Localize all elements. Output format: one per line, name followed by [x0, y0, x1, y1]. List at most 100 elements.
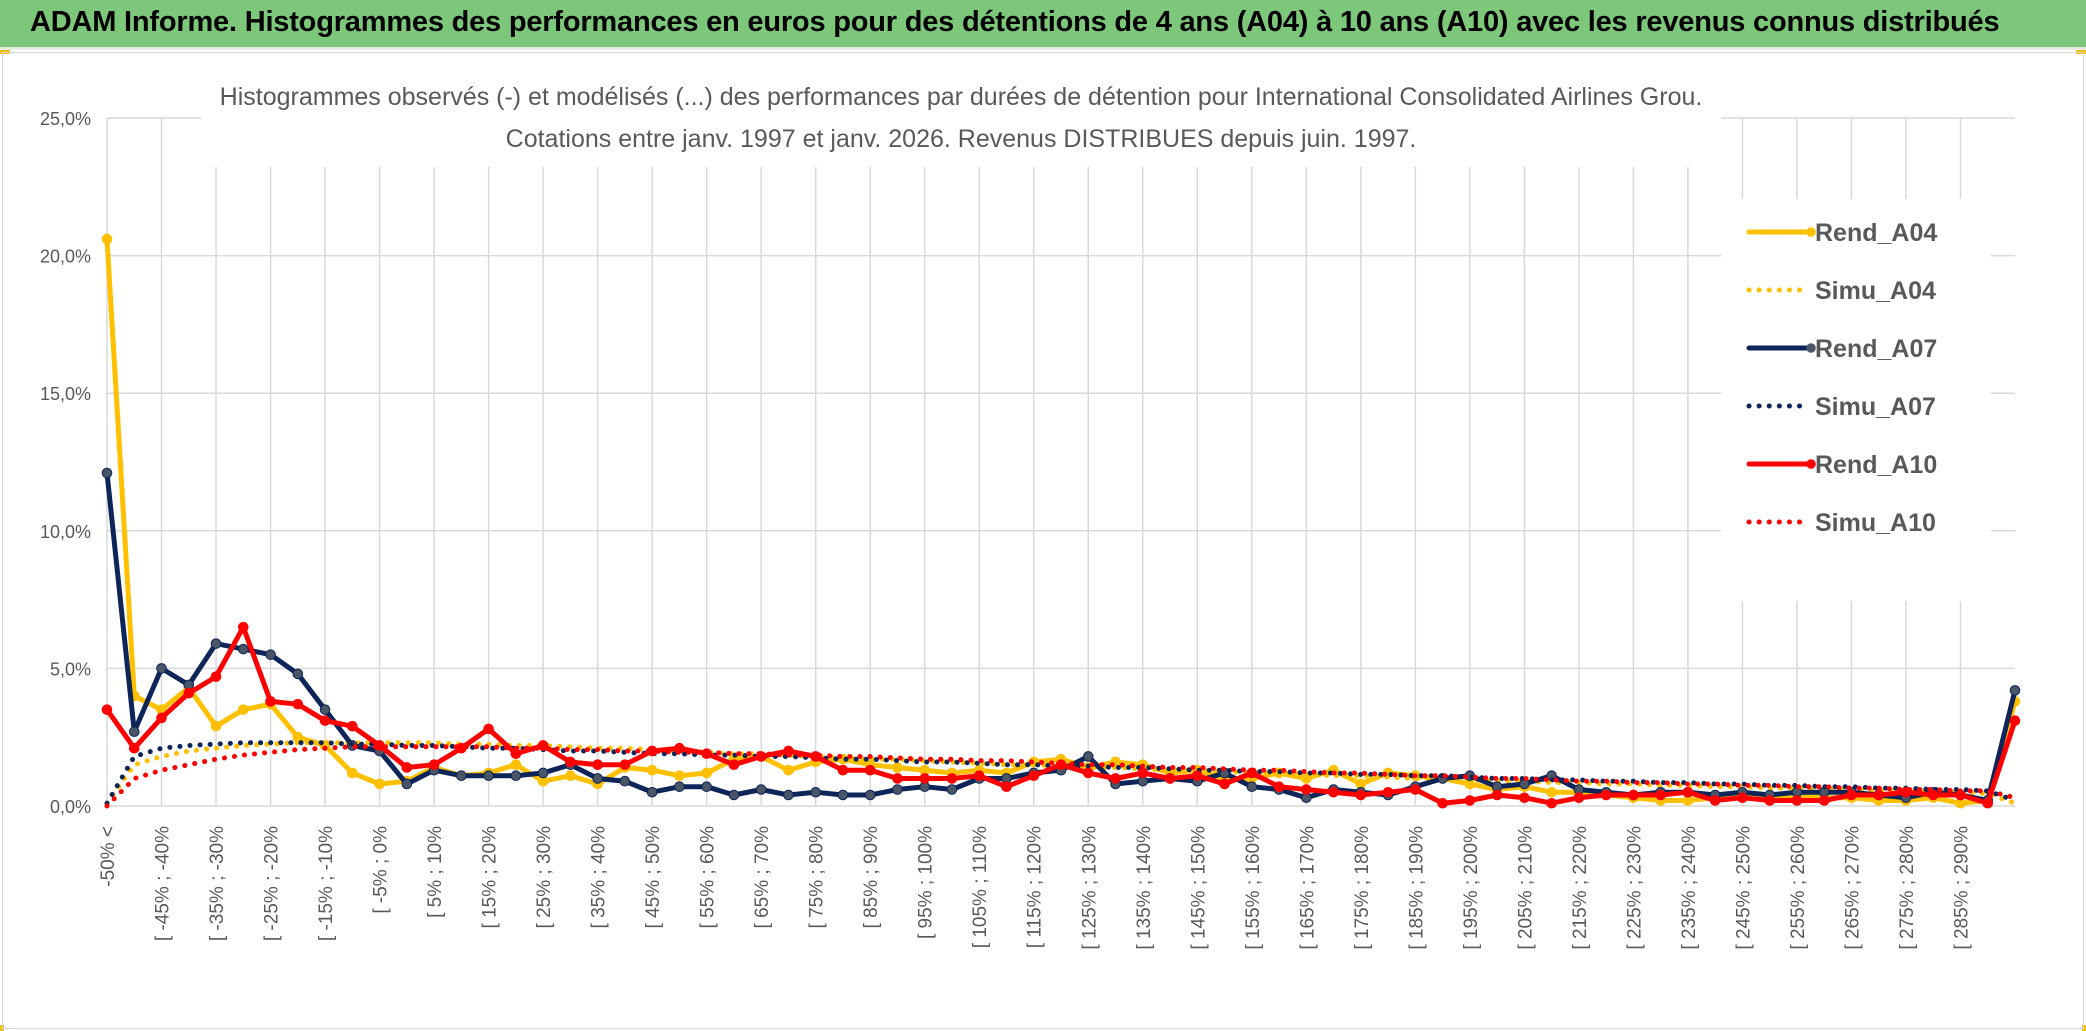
data-point [810, 786, 821, 798]
data-point [619, 759, 631, 771]
data-point [2009, 715, 2021, 726]
data-point [1164, 773, 1176, 784]
data-point [619, 775, 631, 787]
data-point [237, 704, 249, 715]
data-point [2009, 685, 2021, 696]
data-point [674, 770, 685, 782]
x-tick-label: [ 5% ; 10% [425, 826, 446, 918]
data-point [1655, 789, 1666, 801]
legend-label: Simu_A04 [1815, 277, 1936, 305]
data-point [1709, 795, 1721, 806]
series-lines [101, 233, 2021, 809]
data-point [973, 770, 985, 782]
data-point [374, 778, 385, 790]
data-point [728, 789, 740, 801]
data-point [1082, 751, 1094, 762]
data-point [919, 773, 931, 784]
chart-title-line-2: Cotations entre janv. 1997 et janv. 2026… [506, 125, 1417, 153]
x-tick-label: [ 125% ; 130% [1079, 826, 1100, 950]
data-point [101, 704, 113, 715]
data-point [1437, 797, 1448, 809]
x-tick-label: [ 105% ; 110% [970, 826, 991, 948]
data-point [565, 770, 576, 782]
legend-background [1721, 199, 1991, 601]
series-line-rend-a10 [104, 624, 2018, 806]
x-tick-label: [ 165% ; 170% [1297, 826, 1318, 950]
data-point [210, 720, 222, 732]
x-tick-label: [ 75% ; 80% [807, 826, 828, 929]
data-point [592, 759, 603, 771]
x-tick-label: [ 245% ; 250% [1733, 826, 1754, 950]
data-point [156, 712, 167, 724]
legend-label: Simu_A07 [1815, 393, 1936, 421]
x-axis-ticks: -50% < [ -45% ; -40% [ -35% ; -30% [ -25% ;… [98, 826, 1972, 950]
data-point [1546, 797, 1557, 809]
y-tick-label: 5,0% [50, 659, 91, 679]
data-point [292, 698, 304, 710]
data-point [646, 786, 658, 798]
data-point [592, 773, 603, 784]
data-point [864, 764, 876, 776]
line-chart: 0,0% 5,0% 10,0% 15,0% 20,0% 25,0% -50% < [ -45… [40, 75, 2021, 950]
data-point [783, 789, 794, 801]
data-point [1301, 784, 1312, 795]
x-tick-label: -50% < [98, 826, 119, 887]
chart-area: 0,0% 5,0% 10,0% 15,0% 20,0% 25,0% -50% < [ -45… [2, 52, 2084, 1029]
legend-item-simu-a07: Simu_A07 [1746, 393, 1936, 421]
data-point [483, 770, 494, 782]
data-point [1628, 789, 1639, 801]
data-point [1464, 795, 1476, 806]
legend-item-rend-a04: Rend_A04 [1746, 219, 1937, 247]
x-tick-label: [ 195% ; 200% [1461, 826, 1482, 950]
data-point [510, 759, 522, 771]
data-point [101, 467, 113, 479]
data-point [319, 704, 331, 715]
data-point [428, 759, 440, 771]
data-point [1137, 767, 1149, 779]
data-point [265, 696, 276, 707]
x-tick-label: [ 225% ; 230% [1624, 826, 1645, 950]
data-point [265, 649, 276, 660]
y-tick-label: 10,0% [40, 522, 91, 542]
data-point [1410, 784, 1421, 795]
data-point [483, 723, 494, 735]
x-tick-label: [ 45% ; 50% [643, 826, 664, 929]
x-tick-label: [ 215% ; 220% [1570, 826, 1591, 950]
x-tick-label: [ 255% ; 260% [1788, 826, 1809, 950]
data-point [1191, 770, 1203, 782]
x-tick-label: [ 235% ; 240% [1679, 826, 1700, 950]
data-point [892, 784, 903, 795]
x-tick-label: [ 275% ; 280% [1897, 826, 1918, 950]
data-point [292, 668, 304, 680]
legend-marker [1806, 459, 1816, 469]
data-point [892, 773, 903, 784]
data-point [183, 687, 195, 699]
x-tick-label: [ 135% ; 140% [1134, 826, 1155, 950]
x-tick-label: [ -25% ; -20% [262, 826, 283, 941]
data-point [347, 767, 358, 779]
data-point [1982, 797, 1994, 809]
data-point [1491, 789, 1503, 801]
data-point [1791, 795, 1803, 806]
data-point [1764, 795, 1775, 806]
y-tick-label: 15,0% [40, 384, 91, 404]
data-point [128, 726, 140, 737]
x-tick-label: [ 205% ; 210% [1515, 826, 1536, 950]
data-point [1246, 781, 1258, 793]
x-tick-label: [ 55% ; 60% [698, 826, 719, 929]
data-point [755, 784, 767, 795]
legend-label: Rend_A10 [1815, 451, 1937, 479]
data-point [1600, 789, 1612, 801]
y-tick-label: 0,0% [50, 797, 91, 817]
x-tick-label: [ 85% ; 90% [861, 826, 882, 929]
x-tick-label: [ -15% ; -10% [316, 826, 337, 941]
chart-title-background [201, 75, 1721, 167]
legend-label: Simu_A10 [1815, 509, 1936, 537]
data-point [864, 789, 876, 801]
data-point [456, 770, 467, 782]
data-point [101, 233, 113, 245]
data-point [1737, 792, 1748, 804]
y-tick-label: 25,0% [40, 109, 91, 129]
data-point [537, 767, 549, 779]
